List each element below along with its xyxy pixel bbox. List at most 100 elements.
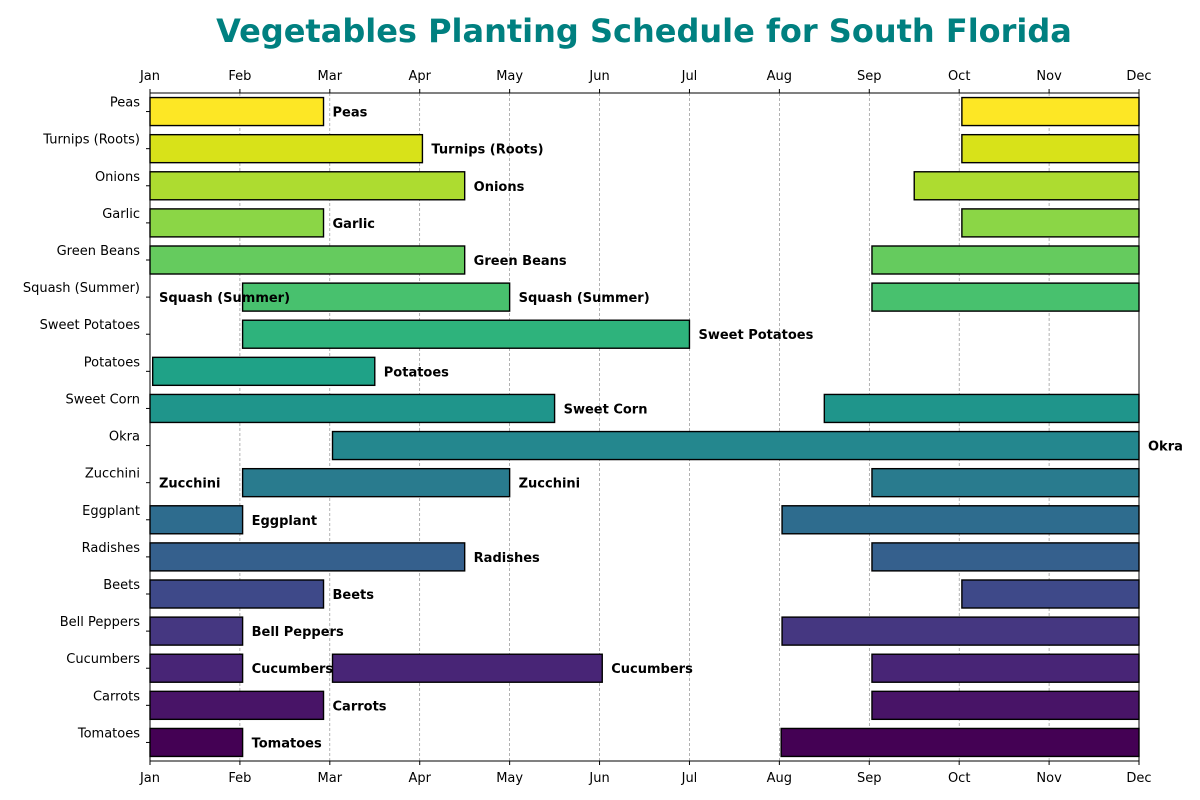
bar-label: Peas: [333, 106, 368, 121]
bar-segment: [149, 133, 424, 164]
axes-layer: Jan Jan Feb Feb Mar Mar Apr Apr May May Jun Jun Jul J…: [23, 69, 1152, 786]
y-category-label: Squash (Summer): [23, 281, 140, 296]
y-category-label: Bell Peppers: [60, 615, 140, 630]
y-category-label: Potatoes: [84, 355, 140, 370]
x-tick-label-bottom: Dec: [1126, 771, 1151, 786]
bar-label: Squash (Summer): [159, 291, 290, 306]
bar-segment: [149, 542, 466, 572]
bar-label: Cucumbers: [611, 662, 693, 677]
bar-segment: [149, 579, 325, 609]
bar-segment: [149, 208, 325, 238]
bar-label: Garlic: [333, 217, 375, 232]
bar-segment: [871, 282, 1140, 312]
grid-layer: [239, 93, 1050, 761]
x-tick-label-top: Oct: [948, 69, 970, 84]
x-tick-label-top: Feb: [228, 69, 251, 84]
bar-segment: [781, 505, 1140, 535]
x-tick-label-top: Jan: [139, 69, 160, 84]
y-category-label: Eggplant: [82, 504, 140, 519]
bar-label: Carrots: [333, 699, 387, 714]
bar-segment: [149, 616, 244, 646]
x-tick-label-bottom: Feb: [228, 771, 251, 786]
bar-label: Tomatoes: [252, 736, 322, 751]
y-category-label: Zucchini: [85, 467, 140, 482]
bar-segment: [871, 245, 1140, 275]
bar-label: Sweet Potatoes: [698, 328, 813, 343]
bar-segment: [871, 690, 1140, 721]
x-tick-label-top: Nov: [1036, 69, 1062, 84]
x-tick-label-bottom: Aug: [767, 771, 792, 786]
bar-segment: [241, 467, 511, 498]
y-category-label: Okra: [109, 430, 140, 445]
x-tick-label-top: Apr: [408, 69, 431, 84]
chart-title: Vegetables Planting Schedule for South F…: [216, 12, 1072, 50]
bar-segment: [149, 171, 466, 201]
x-tick-label-bottom: Nov: [1036, 771, 1062, 786]
x-tick-label-top: May: [496, 69, 523, 84]
y-category-label: Sweet Corn: [66, 392, 141, 407]
bar-segment: [241, 319, 691, 349]
bar-segment: [823, 393, 1140, 424]
bar-segment: [871, 542, 1140, 572]
bar-segment: [961, 96, 1140, 127]
y-category-label: Peas: [110, 96, 140, 111]
bar-segment: [961, 579, 1140, 609]
y-category-label: Cucumbers: [66, 652, 140, 667]
bar-segment: [961, 208, 1140, 238]
x-tick-label-bottom: Jun: [588, 771, 609, 786]
bar-label: Green Beans: [474, 254, 567, 269]
bar-segment: [149, 690, 325, 721]
bar-label: Squash (Summer): [519, 291, 650, 306]
x-tick-label-top: Dec: [1126, 69, 1151, 84]
x-tick-label-bottom: Jul: [681, 771, 698, 786]
bar-label: Radishes: [474, 551, 540, 566]
bar-label: Okra: [1148, 440, 1183, 455]
bar-segment: [961, 133, 1140, 164]
bar-segment: [331, 653, 603, 683]
bar-segment: [149, 505, 244, 535]
bar-label: Potatoes: [384, 365, 449, 380]
y-category-label: Beets: [103, 578, 140, 593]
x-tick-label-bottom: Oct: [948, 771, 970, 786]
bar-segment: [149, 653, 244, 683]
bar-segment: [241, 282, 511, 312]
bar-segment: [871, 653, 1140, 683]
bar-segment: [781, 616, 1140, 646]
bar-label: Sweet Corn: [564, 402, 648, 417]
x-tick-label-bottom: Jan: [139, 771, 160, 786]
bar-label: Zucchini: [519, 477, 581, 492]
y-category-label: Green Beans: [57, 244, 141, 259]
bar-segment: [149, 727, 244, 758]
x-tick-label-top: Jun: [588, 69, 609, 84]
bar-segment: [913, 171, 1140, 201]
x-tick-label-bottom: Apr: [408, 771, 431, 786]
y-category-label: Radishes: [82, 541, 141, 556]
bars-layer: [149, 96, 1140, 758]
x-tick-label-bottom: Sep: [857, 771, 882, 786]
x-tick-label-top: Mar: [318, 69, 343, 84]
x-tick-label-bottom: May: [496, 771, 523, 786]
bar-segment: [331, 430, 1140, 461]
y-category-label: Onions: [95, 170, 140, 185]
bar-labels-layer: Tomatoes Carrots Cucumbers Cucumbers Bell Pe…: [159, 106, 1183, 752]
bar-label: Cucumbers: [252, 662, 334, 677]
bar-segment: [149, 96, 325, 127]
bar-label: Zucchini: [159, 477, 221, 492]
y-category-label: Carrots: [93, 689, 140, 704]
x-tick-label-top: Sep: [857, 69, 882, 84]
bar-label: Turnips (Roots): [431, 143, 543, 158]
bar-segment: [149, 393, 556, 424]
bar-label: Onions: [474, 180, 525, 195]
bar-segment: [149, 245, 466, 275]
y-category-label: Turnips (Roots): [42, 133, 140, 148]
bar-segment: [151, 356, 376, 387]
x-tick-label-top: Aug: [767, 69, 792, 84]
bar-segment: [871, 467, 1140, 498]
bar-label: Beets: [333, 588, 375, 603]
bar-label: Bell Peppers: [252, 625, 344, 640]
y-category-label: Sweet Potatoes: [40, 318, 141, 333]
bar-segment: [780, 727, 1140, 758]
x-tick-label-bottom: Mar: [318, 771, 343, 786]
bar-label: Eggplant: [252, 514, 318, 529]
